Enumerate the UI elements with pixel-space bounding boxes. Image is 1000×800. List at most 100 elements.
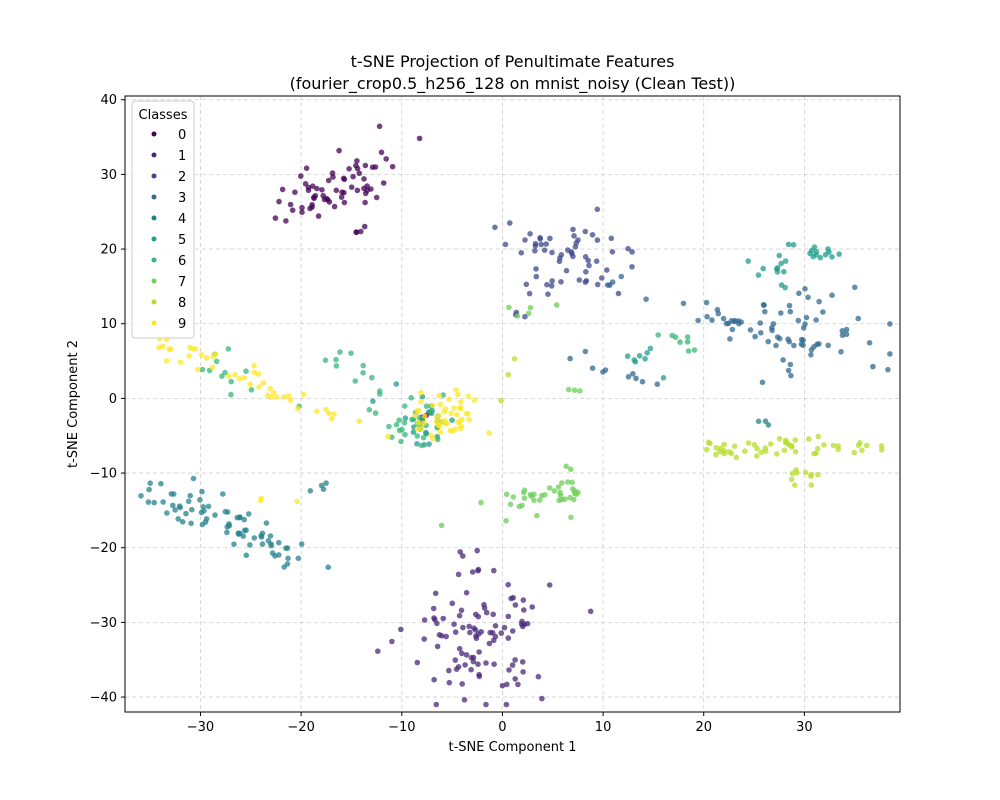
data-point-class-6 — [655, 332, 661, 338]
data-point-class-9 — [203, 355, 210, 361]
data-point-class-3 — [866, 340, 873, 346]
data-point-class-5 — [760, 265, 766, 272]
data-point-class-3 — [630, 371, 636, 377]
data-point-class-1 — [509, 662, 516, 668]
data-point-class-9 — [414, 426, 421, 432]
data-point-class-4 — [170, 502, 176, 509]
data-point-class-9 — [226, 373, 232, 379]
data-point-class-1 — [519, 618, 525, 625]
data-point-class-5 — [785, 241, 792, 248]
data-point-class-3 — [639, 378, 646, 385]
data-point-class-3 — [625, 374, 632, 380]
y-tick-label: −40 — [90, 691, 117, 706]
data-point-class-2 — [615, 290, 622, 297]
data-point-class-4 — [285, 555, 291, 562]
data-point-class-3 — [600, 369, 606, 375]
data-point-class-0 — [362, 162, 369, 169]
data-point-class-9 — [295, 405, 301, 412]
data-point-class-6 — [669, 332, 675, 339]
data-point-class-7 — [565, 386, 572, 393]
data-point-class-6 — [225, 346, 232, 352]
data-point-class-7 — [563, 463, 569, 470]
data-point-class-5 — [774, 265, 781, 271]
data-point-class-9 — [356, 418, 363, 425]
data-point-class-2 — [604, 267, 610, 273]
data-point-class-4 — [268, 541, 274, 547]
data-point-class-6 — [684, 339, 691, 345]
legend-marker-2 — [151, 173, 157, 179]
legend-label-0: 0 — [178, 128, 186, 143]
data-point-class-3 — [633, 375, 639, 382]
series-1 — [375, 547, 594, 708]
data-point-class-1 — [476, 673, 483, 680]
data-point-class-9 — [442, 406, 449, 412]
data-point-class-8 — [776, 436, 783, 442]
data-point-class-4 — [187, 492, 193, 499]
data-point-class-9 — [429, 402, 436, 409]
data-point-class-0 — [307, 205, 313, 212]
y-tick-label: 0 — [109, 392, 117, 407]
data-point-class-4 — [188, 520, 194, 527]
data-point-class-4 — [258, 534, 265, 540]
data-point-class-1 — [483, 609, 490, 616]
data-point-class-3 — [808, 352, 814, 358]
data-point-class-1 — [505, 635, 512, 641]
data-point-class-8 — [713, 445, 720, 451]
data-point-class-0 — [314, 185, 320, 192]
data-point-class-0 — [383, 156, 390, 162]
data-point-class-0 — [329, 170, 336, 176]
data-point-class-6 — [409, 416, 415, 423]
data-point-class-2 — [558, 279, 564, 285]
data-point-class-1 — [473, 635, 480, 642]
data-point-class-0 — [279, 186, 286, 193]
data-point-class-9 — [449, 428, 456, 434]
data-point-class-8 — [742, 448, 748, 455]
legend-box — [131, 100, 195, 339]
data-point-class-4 — [199, 488, 205, 495]
data-point-class-3 — [747, 327, 754, 333]
data-point-class-6 — [691, 347, 698, 353]
data-point-class-2 — [583, 269, 589, 275]
data-point-class-1 — [504, 681, 510, 688]
data-point-class-3 — [773, 342, 779, 349]
data-point-class-4 — [762, 418, 769, 425]
data-point-class-5 — [393, 381, 400, 387]
data-point-class-4 — [241, 516, 247, 523]
data-point-class-7 — [521, 495, 528, 502]
data-point-class-9 — [415, 419, 422, 426]
data-point-class-5 — [781, 268, 787, 275]
data-point-class-3 — [780, 357, 786, 363]
data-point-class-7 — [506, 304, 512, 311]
data-point-class-2 — [507, 220, 513, 226]
data-point-class-4 — [172, 507, 178, 513]
data-point-class-6 — [398, 438, 404, 445]
data-point-class-1 — [512, 602, 519, 608]
data-point-class-1 — [456, 645, 463, 652]
data-point-class-4 — [318, 482, 325, 489]
y-tick-label: −20 — [90, 541, 117, 556]
data-point-class-7 — [503, 491, 510, 498]
data-point-class-0 — [305, 184, 312, 191]
data-point-class-9 — [323, 406, 329, 413]
series-2 — [492, 206, 635, 320]
data-point-class-8 — [713, 451, 719, 458]
data-point-class-1 — [505, 613, 512, 620]
data-point-class-2 — [629, 249, 635, 255]
data-point-class-8 — [731, 443, 738, 450]
data-point-class-9 — [458, 405, 464, 412]
data-point-class-8 — [792, 449, 799, 455]
data-point-class-1 — [501, 624, 508, 631]
data-point-class-6 — [199, 366, 206, 373]
data-point-class-3 — [855, 315, 861, 322]
data-point-class-2 — [523, 281, 530, 288]
data-point-class-6 — [248, 387, 255, 393]
data-point-class-1 — [430, 605, 437, 612]
data-point-class-1 — [539, 695, 545, 702]
data-point-class-4 — [224, 529, 230, 536]
data-point-class-2 — [533, 273, 540, 280]
scatter-points — [138, 123, 893, 708]
data-point-class-5 — [807, 250, 813, 257]
data-point-class-1 — [421, 636, 428, 642]
data-point-class-3 — [803, 314, 810, 321]
